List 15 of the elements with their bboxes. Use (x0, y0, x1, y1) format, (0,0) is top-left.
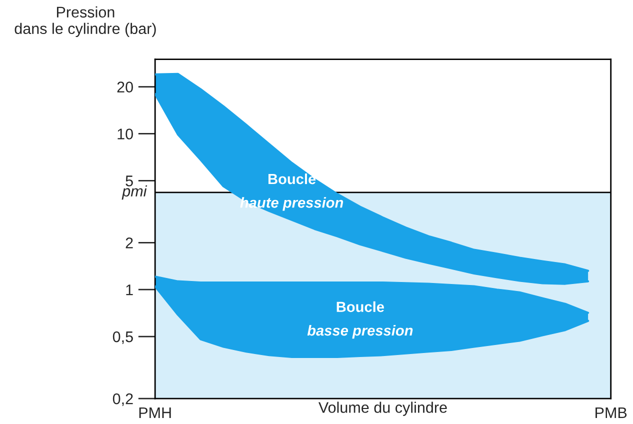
x-tick-label: PMB (596, 407, 627, 418)
ref-line-label: pmi (122, 185, 148, 200)
y-tick-label: 0,2 (112, 393, 133, 406)
y-tick-label: 20 (117, 82, 133, 92)
y-tick-label: 10 (118, 128, 133, 140)
y-tick-label: 2 (126, 238, 133, 248)
y-tick-label: 1 (126, 284, 133, 296)
y-tick-label: 0,5 (112, 331, 133, 344)
x-axis-title: Volume du cylindre (318, 402, 447, 416)
annotation: Boucle (336, 301, 384, 312)
annotation: basse pression (307, 324, 413, 339)
x-tick-label: PMH (139, 407, 171, 418)
annotation: Boucle (268, 173, 316, 184)
y-tick-label: 5 (126, 176, 133, 186)
y-axis-title: Pression dans le cylindre (bar) (14, 6, 156, 38)
